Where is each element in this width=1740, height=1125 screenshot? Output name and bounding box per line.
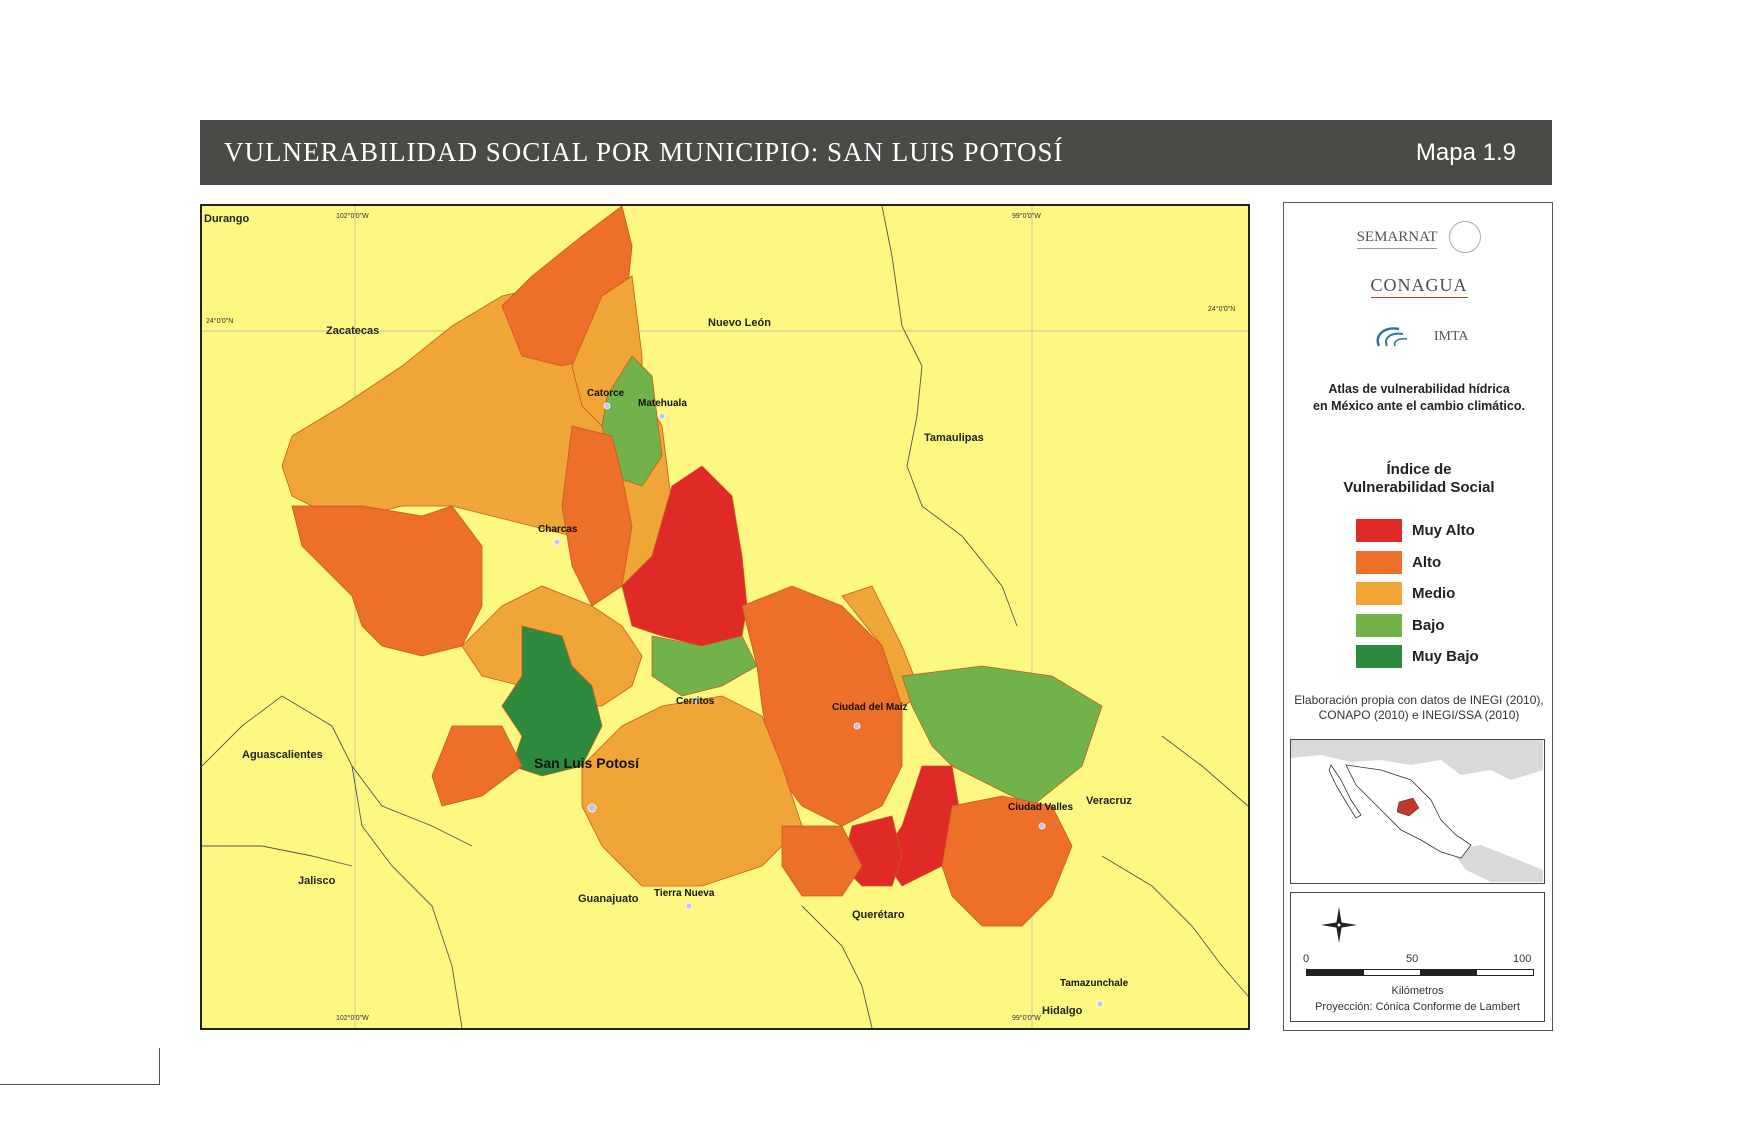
graticule-label-24n-right: 24°0'0"N bbox=[1208, 305, 1235, 313]
region-muy-bajo-slp bbox=[501, 625, 603, 777]
region-alto-southwest bbox=[431, 725, 523, 807]
state-borders bbox=[202, 206, 1248, 1028]
legend-swatch bbox=[1356, 613, 1402, 637]
conagua-logo: CONAGUA bbox=[1284, 275, 1554, 298]
legend-title-line-2: Vulnerabilidad Social bbox=[1343, 479, 1495, 496]
legend: Muy Alto Alto Medio Bajo Muy Bajo bbox=[1356, 515, 1479, 673]
side-panel: SEMARNAT CONAGUA IMTA Atlas de vulnerabi… bbox=[1283, 202, 1553, 1031]
source-line-2: CONAPO (2010) e INEGI/SSA (2010) bbox=[1318, 708, 1520, 722]
map-header: VULNERABILIDAD SOCIAL POR MUNICIPIO: SAN… bbox=[200, 120, 1552, 185]
state-label-nuevo-leon: Nuevo León bbox=[708, 317, 771, 329]
city-label-tamazunchale: Tamazunchale bbox=[1060, 978, 1129, 989]
city-label-tierra-nueva: Tierra Nueva bbox=[654, 888, 715, 899]
state-label-queretaro: Querétaro bbox=[852, 909, 905, 921]
legend-label: Muy Alto bbox=[1412, 522, 1475, 540]
legend-title-line-1: Índice de bbox=[1386, 461, 1452, 478]
city-markers bbox=[553, 402, 1104, 1008]
region-bajo-matehuala bbox=[601, 355, 663, 487]
north-arrow-icon bbox=[1321, 907, 1357, 943]
inset-central-america bbox=[1451, 845, 1543, 882]
atlas-title: Atlas de vulnerabilidad hídrica en Méxic… bbox=[1284, 381, 1554, 415]
legend-item-medio: Medio bbox=[1356, 578, 1479, 610]
legend-label: Medio bbox=[1412, 585, 1456, 603]
legend-item-bajo: Bajo bbox=[1356, 610, 1479, 642]
imta-wave-icon bbox=[1376, 327, 1408, 347]
region-bajo-cerritos bbox=[651, 635, 758, 697]
scale-tick-100: 100 bbox=[1513, 953, 1532, 965]
legend-item-alto: Alto bbox=[1356, 547, 1479, 579]
scale-bar bbox=[1306, 969, 1534, 976]
city-label-matehuala: Matehuala bbox=[638, 398, 687, 409]
semarnat-logo-text: SEMARNAT bbox=[1356, 229, 1438, 250]
city-label-cerritos: Cerritos bbox=[676, 696, 715, 707]
map-frame: Durango Zacatecas Nuevo León Tamaulipas … bbox=[200, 204, 1250, 1030]
city-label-ciudad-del-maiz: Ciudad del Maíz bbox=[832, 702, 908, 713]
city-label-catorce: Catorce bbox=[587, 388, 625, 399]
region-alto-southwest-corner bbox=[781, 825, 863, 897]
legend-swatch bbox=[1356, 645, 1402, 669]
state-label-veracruz: Veracruz bbox=[1086, 795, 1132, 807]
map-number: Mapa 1.9 bbox=[1415, 138, 1516, 166]
state-label-durango: Durango bbox=[204, 213, 250, 225]
region-alto-huasteca bbox=[941, 795, 1073, 927]
projection-note: Proyección: Cónica Conforme de Lambert bbox=[1315, 1001, 1520, 1013]
atlas-line-2: en México ante el cambio climático. bbox=[1313, 399, 1525, 413]
state-label-hidalgo: Hidalgo bbox=[1042, 1005, 1083, 1017]
map-canvas: Durango Zacatecas Nuevo León Tamaulipas … bbox=[202, 206, 1248, 1028]
region-alto-west bbox=[291, 505, 483, 657]
state-label-zacatecas: Zacatecas bbox=[326, 325, 379, 337]
atlas-line-1: Atlas de vulnerabilidad hídrica bbox=[1328, 382, 1510, 396]
legend-swatch bbox=[1356, 550, 1402, 574]
legend-title: Índice de Vulnerabilidad Social bbox=[1284, 461, 1554, 497]
state-label-aguascalientes: Aguascalientes bbox=[242, 749, 323, 761]
legend-label: Bajo bbox=[1412, 616, 1445, 634]
semarnat-logo: SEMARNAT bbox=[1284, 221, 1554, 253]
legend-item-muy-alto: Muy Alto bbox=[1356, 515, 1479, 547]
state-label-jalisco: Jalisco bbox=[298, 875, 336, 887]
inset-map-canvas bbox=[1291, 740, 1543, 882]
legend-swatch bbox=[1356, 582, 1402, 606]
inset-usa-landmass bbox=[1291, 740, 1543, 780]
data-source: Elaboración propia con datos de INEGI (2… bbox=[1284, 693, 1554, 723]
scale-box: 0 50 100 Kilómetros Proyección: Cónica C… bbox=[1290, 892, 1545, 1022]
mexico-seal-icon bbox=[1449, 221, 1482, 253]
inset-baja bbox=[1328, 764, 1362, 819]
scale-tick-50: 50 bbox=[1406, 953, 1419, 965]
location-inset-map bbox=[1290, 739, 1545, 884]
legend-item-muy-bajo: Muy Bajo bbox=[1356, 641, 1479, 673]
legend-swatch bbox=[1356, 519, 1402, 543]
imta-logo-text: IMTA bbox=[1433, 329, 1469, 345]
conagua-logo-text: CONAGUA bbox=[1370, 275, 1468, 298]
city-label-ciudad-valles: Ciudad Valles bbox=[1008, 802, 1073, 813]
municipalities bbox=[281, 206, 1103, 927]
map-title: VULNERABILIDAD SOCIAL POR MUNICIPIO: SAN… bbox=[224, 137, 1064, 167]
graticule-label-99w: 99°0'0"W bbox=[1012, 212, 1041, 220]
scale-unit: Kilómetros bbox=[1391, 985, 1444, 997]
imta-logo: IMTA bbox=[1284, 321, 1554, 351]
city-label-san-luis-potosi: San Luis Potosí bbox=[534, 755, 640, 771]
city-label-charcas: Charcas bbox=[538, 524, 578, 535]
state-label-guanajuato: Guanajuato bbox=[578, 893, 639, 905]
inset-san-luis-potosi-highlight bbox=[1396, 797, 1420, 817]
scale-tick-0: 0 bbox=[1303, 953, 1310, 965]
state-label-tamaulipas: Tamaulipas bbox=[924, 432, 984, 444]
graticule-label-102w-bottom: 102°0'0"W bbox=[336, 1014, 369, 1022]
graticule-label-99w-bottom: 99°0'0"W bbox=[1012, 1014, 1041, 1022]
graticule-label-102w: 102°0'0"W bbox=[336, 212, 369, 220]
legend-label: Muy Bajo bbox=[1412, 648, 1479, 666]
source-line-1: Elaboración propia con datos de INEGI (2… bbox=[1294, 693, 1544, 707]
corner-mark-vertical bbox=[159, 1048, 160, 1085]
graticule-label-24n-left: 24°0'0"N bbox=[206, 317, 233, 325]
legend-label: Alto bbox=[1412, 553, 1442, 571]
corner-mark-horizontal bbox=[0, 1084, 160, 1085]
